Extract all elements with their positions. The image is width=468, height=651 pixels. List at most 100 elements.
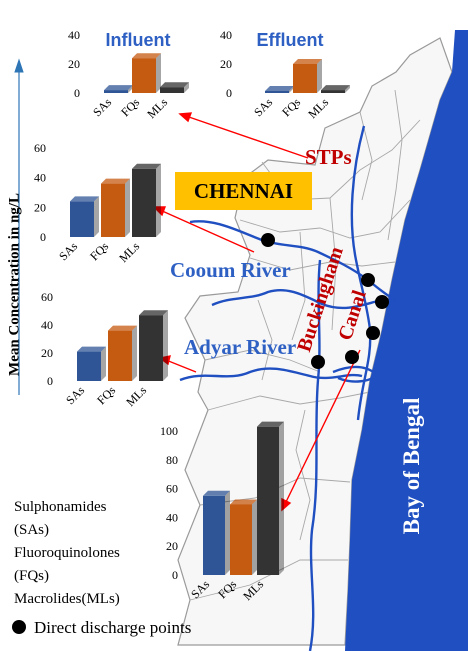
- bar: [230, 504, 252, 575]
- y-tick-label: 20: [41, 346, 53, 360]
- category-label: MLs: [116, 239, 142, 265]
- bar-side: [128, 85, 133, 93]
- y-tick-label: 60: [166, 482, 178, 496]
- discharge-dot-icon: [12, 620, 26, 634]
- bar-side: [156, 53, 161, 93]
- bar-side: [225, 490, 230, 575]
- bar: [265, 91, 289, 93]
- pointer-arrows: [152, 112, 361, 512]
- bar-side: [317, 59, 322, 93]
- bar-side: [125, 178, 130, 237]
- bar: [70, 201, 94, 237]
- bar-side: [252, 499, 257, 575]
- bar-top: [132, 53, 161, 59]
- bar-side: [289, 86, 294, 93]
- chart-title: Effluent: [257, 30, 324, 50]
- y-tick-label: 40: [166, 510, 178, 524]
- bar-chart: SAs FQs MLs 0 20 40 Effluent: [220, 28, 350, 121]
- discharge-point: [366, 326, 380, 340]
- axis-title: Mean Concentration in ng/L: [6, 193, 23, 376]
- city-label: CHENNAI: [175, 172, 312, 210]
- category-label: SAs: [251, 95, 275, 119]
- bar: [293, 64, 317, 93]
- bar: [108, 330, 132, 381]
- y-tick-label: 40: [220, 28, 232, 42]
- bar: [101, 183, 125, 237]
- bar-chart: SAs FQs MLs 0 20 40 60: [41, 290, 168, 409]
- bar-side: [156, 163, 161, 237]
- discharge-point: [361, 273, 375, 287]
- y-tick-label: 60: [34, 141, 46, 155]
- bar-side: [345, 85, 350, 93]
- bar-top: [108, 325, 137, 331]
- sea-label: Bay of Bengal: [399, 397, 424, 535]
- bar: [203, 495, 225, 575]
- bar-side: [184, 82, 189, 93]
- y-tick-label: 0: [74, 86, 80, 100]
- bar-top: [230, 499, 257, 505]
- y-tick-label: 80: [166, 453, 178, 467]
- bar-top: [265, 86, 294, 91]
- bar-top: [321, 85, 350, 91]
- bar: [257, 426, 279, 575]
- category-label: FQs: [118, 95, 142, 119]
- chart-title: Influent: [106, 30, 171, 50]
- bar: [132, 168, 156, 237]
- y-tick-label: 20: [220, 57, 232, 71]
- category-label: FQs: [279, 95, 303, 119]
- bar: [77, 351, 101, 381]
- category-label: SAs: [63, 383, 87, 407]
- sea-region: [345, 30, 468, 651]
- bar-top: [70, 196, 99, 202]
- bar-top: [132, 163, 161, 169]
- category-label: MLs: [144, 95, 170, 121]
- category-label: FQs: [94, 383, 118, 407]
- bar-side: [94, 196, 99, 237]
- discharge-point: [375, 295, 389, 309]
- bar: [139, 315, 163, 381]
- y-tick-label: 0: [47, 374, 53, 388]
- y-tick-label: 40: [41, 318, 53, 332]
- category-label: MLs: [123, 383, 149, 409]
- bar-side: [279, 421, 284, 575]
- cooum-river-label: Cooum River: [170, 258, 291, 282]
- bar: [132, 58, 156, 93]
- y-tick-label: 40: [34, 171, 46, 185]
- y-tick-label: 20: [34, 200, 46, 214]
- axis-arrow: [14, 58, 24, 395]
- discharge-point: [311, 355, 325, 369]
- category-label: SAs: [90, 95, 114, 119]
- bar-top: [293, 59, 322, 64]
- discharge-point: [261, 233, 275, 247]
- adyar-river-label: Adyar River: [184, 335, 297, 359]
- y-tick-label: 0: [40, 230, 46, 244]
- legend-item: (FQs): [14, 568, 50, 584]
- bar-top: [77, 346, 106, 352]
- category-label: FQs: [87, 239, 111, 263]
- bar: [104, 90, 128, 93]
- y-tick-label: 0: [226, 86, 232, 100]
- legend: Sulphonamides (SAs) Fluoroquinolones (FQ…: [14, 496, 174, 611]
- legend-item: Sulphonamides: [14, 499, 107, 515]
- legend-item: Macrolides(MLs): [14, 591, 120, 607]
- bar: [321, 90, 345, 93]
- bar-side: [163, 310, 168, 381]
- category-label: SAs: [56, 239, 80, 263]
- discharge-legend: Direct discharge points: [12, 618, 191, 638]
- y-tick-label: 20: [68, 57, 80, 71]
- bar-side: [132, 325, 137, 381]
- bar-chart: SAs FQs MLs 0 20 40 Influent: [68, 28, 189, 121]
- bar-top: [101, 178, 130, 184]
- bar-top: [203, 490, 230, 496]
- y-tick-label: 0: [172, 568, 178, 582]
- category-label: MLs: [305, 95, 331, 121]
- y-tick-label: 20: [166, 539, 178, 553]
- stps-label: STPs: [305, 145, 352, 169]
- y-tick-label: 60: [41, 290, 53, 304]
- bar: [160, 87, 184, 93]
- bar-side: [101, 346, 106, 381]
- discharge-legend-label: Direct discharge points: [34, 618, 192, 637]
- bar-top: [257, 421, 284, 427]
